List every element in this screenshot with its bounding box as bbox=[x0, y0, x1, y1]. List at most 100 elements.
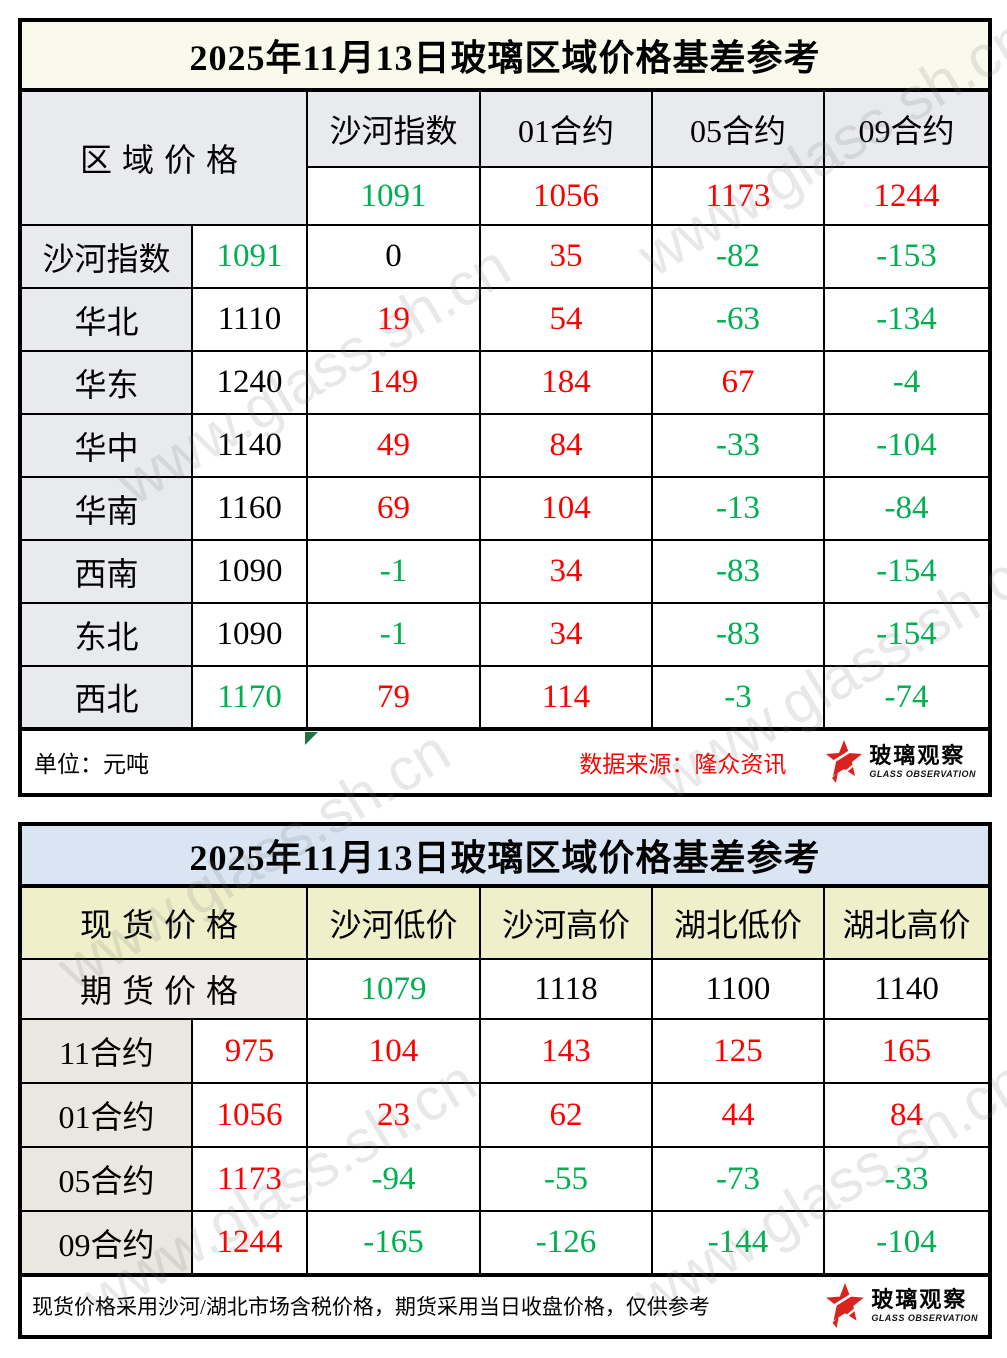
table1-footer-bar: 单位：元吨 数据来源：隆众资讯 玻璃观察 GLASS OBSERVATION bbox=[22, 739, 988, 785]
basis-cell: -83 bbox=[651, 602, 825, 667]
basis-cell: -165 bbox=[306, 1210, 481, 1276]
futures-price-cell: 975 bbox=[191, 1018, 308, 1084]
cell-value: -104 bbox=[876, 1224, 937, 1260]
logo-text: 玻璃观察 GLASS OBSERVATION bbox=[871, 1289, 978, 1323]
spot-price-cell: 1110 bbox=[191, 287, 308, 352]
table1-corner-label: 区域价格 bbox=[19, 89, 308, 226]
disclaimer-note: 现货价格采用沙河/湖北市场含税价格，期货采用当日收盘价格，仅供参考 bbox=[32, 1295, 710, 1319]
regional-basis-table: 2025年11月13日玻璃区域价格基差参考 区域价格 沙河指数 01合约 05合… bbox=[18, 18, 992, 797]
table-row: 华南 1160 69 104 -13 -84 bbox=[19, 476, 991, 541]
cell-value: -144 bbox=[707, 1224, 769, 1260]
cell-value: 34 bbox=[549, 553, 583, 589]
cell-value: 184 bbox=[541, 364, 591, 400]
table-row: 华中 1140 49 84 -33 -104 bbox=[19, 413, 991, 478]
spot-price-cell: 1090 bbox=[191, 602, 308, 667]
logo-name: 玻璃观察 bbox=[871, 1287, 968, 1312]
cell-value: -13 bbox=[716, 490, 760, 526]
table-row: 东北 1090 -1 34 -83 -154 bbox=[19, 602, 991, 667]
glass-observation-logo: 玻璃观察 GLASS OBSERVATION bbox=[824, 739, 976, 785]
cell-value: 1244 bbox=[216, 1224, 283, 1260]
shattered-star-icon bbox=[824, 1283, 865, 1328]
cell-value: 35 bbox=[549, 238, 583, 274]
contract-label: 05合约 bbox=[19, 1146, 193, 1212]
cell-value: -154 bbox=[876, 616, 937, 652]
cell-value: -153 bbox=[876, 238, 937, 274]
basis-cell: -144 bbox=[651, 1210, 825, 1276]
basis-cell: 84 bbox=[823, 1082, 991, 1148]
cell-value: -73 bbox=[716, 1160, 760, 1197]
futures-price-cell: 1173 bbox=[191, 1146, 308, 1212]
basis-cell: -104 bbox=[823, 413, 991, 478]
cell-value: -33 bbox=[716, 427, 760, 463]
futures-price-cell: 1244 bbox=[191, 1210, 308, 1276]
logo-name: 玻璃观察 bbox=[869, 743, 966, 768]
column-header-shahe-high: 沙河高价 bbox=[479, 885, 653, 960]
cell-value: 1056 bbox=[216, 1096, 283, 1133]
table-row: 09合约 1244 -165 -126 -144 -104 bbox=[19, 1210, 991, 1276]
basis-cell: 19 bbox=[306, 287, 481, 352]
basis-cell: -74 bbox=[823, 665, 991, 730]
cell-value: 165 bbox=[881, 1032, 932, 1069]
cell-value: 1173 bbox=[217, 1160, 282, 1197]
table2-title-row: 2025年11月13日玻璃区域价格基差参考 bbox=[19, 823, 991, 888]
cell-value: -126 bbox=[535, 1224, 597, 1260]
table1-title-row: 2025年11月13日玻璃区域价格基差参考 bbox=[19, 19, 991, 92]
cell-value: 49 bbox=[377, 427, 410, 463]
basis-cell: -33 bbox=[651, 413, 825, 478]
futures-price-label: 期货价格 bbox=[19, 958, 308, 1020]
spot-price-cell: 1160 bbox=[191, 476, 308, 541]
cell-value: 34 bbox=[549, 616, 583, 652]
basis-cell: -33 bbox=[823, 1146, 991, 1212]
cell-value: 1100 bbox=[705, 970, 771, 1007]
table2-footer-cell: 现货价格采用沙河/湖北市场含税价格，期货采用当日收盘价格，仅供参考 玻璃观察 G… bbox=[19, 1273, 991, 1338]
reference-price-value: 1173 bbox=[705, 177, 771, 214]
cell-value: 1091 bbox=[216, 238, 283, 274]
cell-value: 104 bbox=[368, 1032, 419, 1069]
table1-reference-price-row: 1091 1056 1173 1244 bbox=[20, 166, 991, 226]
spot-basis-table: 2025年11月13日玻璃区域价格基差参考 现货价格 沙河低价 沙河高价 湖北低… bbox=[18, 822, 992, 1339]
column-header-hubei-low: 湖北低价 bbox=[651, 885, 825, 960]
basis-cell: -82 bbox=[651, 224, 825, 289]
basis-cell: 143 bbox=[479, 1018, 653, 1084]
glass-observation-logo: 玻璃观察 GLASS OBSERVATION bbox=[824, 1282, 978, 1330]
cell-value: 1079 bbox=[360, 970, 427, 1007]
spot-price-cell: 1118 bbox=[479, 958, 653, 1020]
cell-value: -1 bbox=[379, 616, 408, 652]
cell-value: 1090 bbox=[216, 616, 283, 652]
cell-value: 114 bbox=[541, 678, 591, 715]
basis-cell: 104 bbox=[479, 476, 653, 541]
basis-cell: 34 bbox=[479, 602, 653, 667]
cell-value: 1118 bbox=[534, 970, 598, 1007]
cell-value: 84 bbox=[890, 1096, 923, 1133]
reference-price-value: 1056 bbox=[533, 177, 599, 214]
cell-value: -83 bbox=[716, 553, 760, 589]
cell-value: -94 bbox=[371, 1160, 416, 1197]
cell-value: 0 bbox=[385, 238, 402, 274]
column-header-contract-05: 05合约 bbox=[651, 89, 825, 168]
basis-cell: -55 bbox=[479, 1146, 653, 1212]
reference-price-cell: 1056 bbox=[479, 166, 653, 226]
cell-value: 1240 bbox=[216, 364, 283, 400]
table-row: 11合约 975 104 143 125 165 bbox=[19, 1018, 991, 1084]
cell-value: -63 bbox=[716, 301, 760, 337]
spot-price-cell: 1240 bbox=[191, 350, 308, 415]
cell-value: 19 bbox=[377, 301, 410, 337]
table-row: 西北 1170 79 114 -3 -74 bbox=[19, 665, 991, 730]
basis-cell: 104 bbox=[306, 1018, 481, 1084]
basis-cell: 84 bbox=[479, 413, 653, 478]
basis-cell: -134 bbox=[823, 287, 991, 352]
cell-value: -83 bbox=[716, 616, 760, 652]
table-row: 01合约 1056 23 62 44 84 bbox=[19, 1082, 991, 1148]
region-label: 华中 bbox=[19, 413, 193, 478]
basis-cell: 79 bbox=[306, 665, 481, 730]
reference-price-value: 1091 bbox=[360, 177, 427, 214]
basis-cell: 23 bbox=[306, 1082, 481, 1148]
basis-cell: 67 bbox=[651, 350, 825, 415]
cell-value: 143 bbox=[541, 1032, 591, 1069]
reference-price-cell: 1091 bbox=[306, 166, 481, 226]
table-row: 华北 1110 19 54 -63 -134 bbox=[19, 287, 991, 352]
table2-footer-bar: 现货价格采用沙河/湖北市场含税价格，期货采用当日收盘价格，仅供参考 玻璃观察 G… bbox=[22, 1282, 988, 1330]
basis-cell: 35 bbox=[479, 224, 653, 289]
table2-spot-price-row: 期货价格 1079 1118 1100 1140 bbox=[19, 958, 991, 1020]
cell-value: -134 bbox=[876, 301, 937, 337]
